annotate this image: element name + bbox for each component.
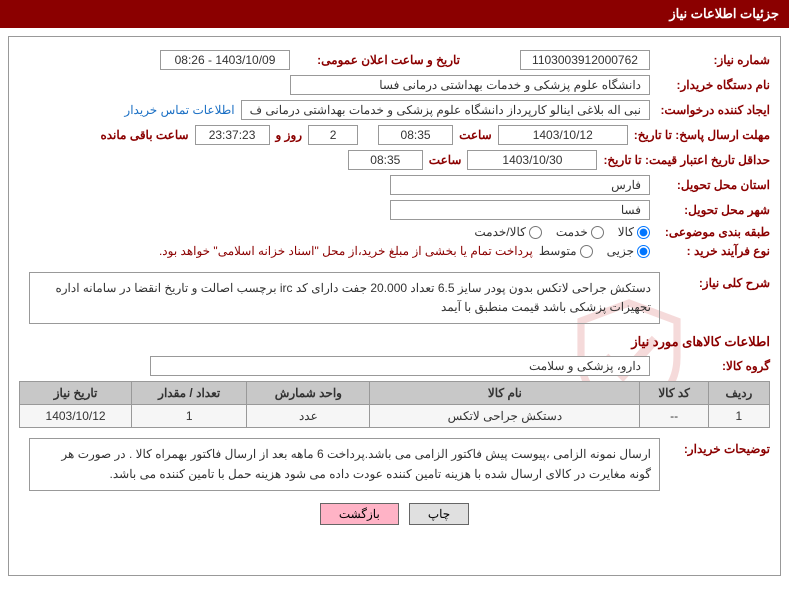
radio-jozi[interactable]: جزیی <box>607 244 650 258</box>
col-unit: واحد شمارش <box>247 382 370 405</box>
table-row: 1 -- دستکش جراحی لاتکس عدد 1 1403/10/12 <box>20 405 770 428</box>
hour-label-1: ساعت <box>453 128 498 142</box>
general-desc-value: دستکش جراحی لاتکس بدون پودر سایز 6.5 تعد… <box>29 272 660 324</box>
radio-khadamat[interactable]: خدمت <box>556 225 604 239</box>
class-label: طبقه بندی موضوعی: <box>650 225 770 239</box>
announce-dt-value: 1403/10/09 - 08:26 <box>160 50 290 70</box>
buyer-label: نام دستگاه خریدار: <box>650 78 770 92</box>
radio-motavaset[interactable]: متوسط <box>539 244 593 258</box>
row-goods-group: گروه کالا: دارو، پزشکی و سلامت <box>19 356 770 376</box>
print-button[interactable]: چاپ <box>409 503 469 525</box>
row-process: نوع فرآیند خرید : جزیی متوسط پرداخت تمام… <box>19 244 770 258</box>
process-radio-group: جزیی متوسط <box>539 244 650 258</box>
process-label: نوع فرآیند خرید : <box>650 244 770 258</box>
items-section-title: اطلاعات کالاهای مورد نیاز <box>19 334 770 350</box>
col-date: تاریخ نیاز <box>20 382 132 405</box>
buyer-notes-label: توضیحات خریدار: <box>660 438 770 456</box>
goods-group-value: دارو، پزشکی و سلامت <box>150 356 650 376</box>
cell-row: 1 <box>708 405 769 428</box>
row-classification: طبقه بندی موضوعی: کالا خدمت کالا/خدمت <box>19 225 770 239</box>
province-value: فارس <box>390 175 650 195</box>
requester-label: ایجاد کننده درخواست: <box>650 103 770 117</box>
goods-group-label: گروه کالا: <box>650 359 770 373</box>
buyer-value: دانشگاه علوم پزشکی و خدمات بهداشتی درمان… <box>290 75 650 95</box>
cell-code: -- <box>640 405 708 428</box>
resp-deadline-date: 1403/10/12 <box>498 125 628 145</box>
days-and-label: روز و <box>270 128 309 142</box>
process-note: پرداخت تمام یا بخشی از مبلغ خرید،از محل … <box>159 244 539 258</box>
back-button[interactable]: بازگشت <box>320 503 399 525</box>
city-label: شهر محل تحویل: <box>650 203 770 217</box>
col-code: کد کالا <box>640 382 708 405</box>
cell-name: دستکش جراحی لاتکس <box>370 405 640 428</box>
radio-kala[interactable]: کالا <box>618 225 650 239</box>
cell-date: 1403/10/12 <box>20 405 132 428</box>
need-no-value: 1103003912000762 <box>520 50 650 70</box>
validity-label: حداقل تاریخ اعتبار قیمت: تا تاریخ: <box>597 153 770 167</box>
cell-qty: 1 <box>132 405 247 428</box>
col-qty: تعداد / مقدار <box>132 382 247 405</box>
hour-label-2: ساعت <box>423 153 468 167</box>
items-table: ردیف کد کالا نام کالا واحد شمارش تعداد /… <box>19 381 770 428</box>
city-value: فسا <box>390 200 650 220</box>
col-row: ردیف <box>708 382 769 405</box>
class-radio-group: کالا خدمت کالا/خدمت <box>474 225 650 239</box>
row-validity: حداقل تاریخ اعتبار قیمت: تا تاریخ: 1403/… <box>19 150 770 170</box>
need-no-label: شماره نیاز: <box>650 53 770 67</box>
general-desc-label: شرح کلی نیاز: <box>660 272 770 290</box>
remain-time: 23:37:23 <box>195 125 270 145</box>
validity-time: 08:35 <box>348 150 423 170</box>
buyer-contact-link[interactable]: اطلاعات تماس خریدار <box>124 103 240 117</box>
row-resp-deadline: مهلت ارسال پاسخ: تا تاریخ: 1403/10/12 سا… <box>19 125 770 145</box>
table-header-row: ردیف کد کالا نام کالا واحد شمارش تعداد /… <box>20 382 770 405</box>
row-city: شهر محل تحویل: فسا <box>19 200 770 220</box>
province-label: استان محل تحویل: <box>650 178 770 192</box>
panel-header: جزئیات اطلاعات نیاز <box>0 0 789 28</box>
remain-days: 2 <box>308 125 358 145</box>
button-row: چاپ بازگشت <box>19 503 770 525</box>
radio-kala-khadamat[interactable]: کالا/خدمت <box>474 225 541 239</box>
resp-deadline-time: 08:35 <box>378 125 453 145</box>
row-province: استان محل تحویل: فارس <box>19 175 770 195</box>
row-buyer: نام دستگاه خریدار: دانشگاه علوم پزشکی و … <box>19 75 770 95</box>
row-requester: ایجاد کننده درخواست: نبی اله بلاغی اینال… <box>19 100 770 120</box>
cell-unit: عدد <box>247 405 370 428</box>
requester-value: نبی اله بلاغی اینالو کارپرداز دانشگاه عل… <box>241 100 650 120</box>
buyer-notes-value: ارسال نمونه الزامی ،پیوست پیش فاکتور الز… <box>29 438 660 490</box>
validity-date: 1403/10/30 <box>467 150 597 170</box>
content-frame: شماره نیاز: 1103003912000762 تاریخ و ساع… <box>8 36 781 576</box>
row-need-no: شماره نیاز: 1103003912000762 تاریخ و ساع… <box>19 50 770 70</box>
col-name: نام کالا <box>370 382 640 405</box>
announce-dt-label: تاریخ و ساعت اعلان عمومی: <box>290 53 460 67</box>
remain-suffix: ساعت باقی مانده <box>94 128 194 142</box>
resp-deadline-label: مهلت ارسال پاسخ: تا تاریخ: <box>628 128 770 142</box>
